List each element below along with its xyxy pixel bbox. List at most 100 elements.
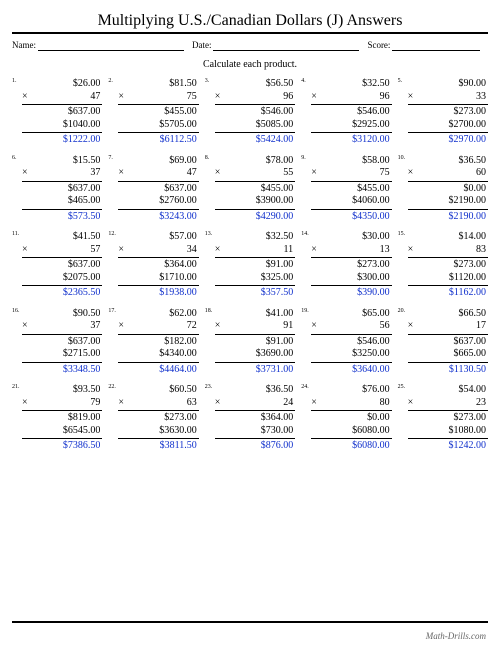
rule-line (215, 285, 295, 286)
problem-cell: 21.$93.5079$819.00$6545.00$7386.50 (12, 384, 102, 453)
multiplicand: $90.00 (408, 78, 488, 91)
problem-number: 23. (205, 384, 213, 390)
partial-1: $637.00 (408, 336, 488, 349)
multiplier: 96 (311, 91, 391, 104)
multiplier: 13 (311, 244, 391, 257)
multiplier: 11 (215, 244, 295, 257)
answer: $2970.00 (408, 134, 488, 147)
answer: $1162.00 (408, 287, 488, 300)
rule-line (22, 181, 102, 182)
multiplier: 60 (408, 167, 488, 180)
problem-number: 17. (108, 308, 116, 314)
answer: $1242.00 (408, 440, 488, 453)
multiplicand: $15.50 (22, 155, 102, 168)
problem-cell: 3.$56.5096$546.00$5085.00$5424.00 (205, 78, 295, 147)
rule-line (215, 209, 295, 210)
rule-line (311, 209, 391, 210)
rule-line (118, 257, 198, 258)
partial-1: $182.00 (118, 336, 198, 349)
problem-cell: 16.$90.5037$637.00$2715.00$3348.50 (12, 308, 102, 377)
answer: $3640.00 (311, 364, 391, 377)
rule-line (215, 362, 295, 363)
multiplicand: $54.00 (408, 384, 488, 397)
rule-line (215, 132, 295, 133)
rule-line (408, 334, 488, 335)
multiplicand: $56.50 (215, 78, 295, 91)
partial-1: $273.00 (311, 259, 391, 272)
answer: $3348.50 (22, 364, 102, 377)
multiplier: 47 (118, 167, 198, 180)
partial-2: $2190.00 (408, 195, 488, 208)
partial-1: $455.00 (311, 183, 391, 196)
rule-line (408, 362, 488, 363)
problem-number: 4. (301, 78, 306, 84)
problem-number: 10. (398, 155, 406, 161)
name-blank[interactable] (38, 40, 184, 51)
multiplicand: $32.50 (215, 231, 295, 244)
rule-line (22, 285, 102, 286)
rule-line (118, 104, 198, 105)
problem-cell: 9.$58.0075$455.00$4060.00$4350.00 (301, 155, 391, 224)
answer: $3120.00 (311, 134, 391, 147)
answer: $7386.50 (22, 440, 102, 453)
score-label: Score: (367, 40, 390, 51)
partial-1: $91.00 (215, 259, 295, 272)
multiplicand: $41.00 (215, 308, 295, 321)
problem-cell: 12.$57.0034$364.00$1710.00$1938.00 (108, 231, 198, 300)
partial-2: $5705.00 (118, 119, 198, 132)
partial-1: $273.00 (408, 106, 488, 119)
problem-number: 5. (398, 78, 403, 84)
answer: $4350.00 (311, 211, 391, 224)
answer: $1222.00 (22, 134, 102, 147)
multiplicand: $14.00 (408, 231, 488, 244)
multiplicand: $81.50 (118, 78, 198, 91)
answer: $6112.50 (118, 134, 198, 147)
answer: $876.00 (215, 440, 295, 453)
rule-line (311, 334, 391, 335)
partial-1: $819.00 (22, 412, 102, 425)
rule-line (215, 104, 295, 105)
problem-number: 18. (205, 308, 213, 314)
problem-number: 6. (12, 155, 17, 161)
partial-2: $5085.00 (215, 119, 295, 132)
multiplicand: $26.00 (22, 78, 102, 91)
date-blank[interactable] (213, 40, 359, 51)
multiplicand: $76.00 (311, 384, 391, 397)
partial-2: $300.00 (311, 272, 391, 285)
rule-line (311, 181, 391, 182)
multiplicand: $90.50 (22, 308, 102, 321)
problem-grid: 1.$26.0047$637.00$1040.00$1222.002.$81.5… (12, 78, 488, 453)
partial-2: $2700.00 (408, 119, 488, 132)
rule-line (215, 257, 295, 258)
partial-1: $0.00 (311, 412, 391, 425)
multiplicand: $60.50 (118, 384, 198, 397)
multiplier: 37 (22, 320, 102, 333)
problem-number: 12. (108, 231, 116, 237)
problem-number: 16. (12, 308, 20, 314)
problem-cell: 24.$76.0080$0.00$6080.00$6080.00 (301, 384, 391, 453)
partial-1: $546.00 (311, 336, 391, 349)
rule-line (215, 181, 295, 182)
top-rule (12, 32, 488, 34)
rule-line (311, 438, 391, 439)
partial-2: $2760.00 (118, 195, 198, 208)
answer: $6080.00 (311, 440, 391, 453)
problem-cell: 19.$65.0056$546.00$3250.00$3640.00 (301, 308, 391, 377)
rule-line (22, 334, 102, 335)
rule-line (408, 257, 488, 258)
multiplicand: $32.50 (311, 78, 391, 91)
score-blank[interactable] (392, 40, 480, 51)
partial-2: $3900.00 (215, 195, 295, 208)
rule-line (408, 438, 488, 439)
rule-line (118, 132, 198, 133)
rule-line (22, 257, 102, 258)
rule-line (118, 438, 198, 439)
answer: $4464.00 (118, 364, 198, 377)
problem-cell: 15.$14.0083$273.00$1120.00$1162.00 (398, 231, 488, 300)
partial-2: $3250.00 (311, 348, 391, 361)
problem-number: 22. (108, 384, 116, 390)
partial-1: $637.00 (22, 106, 102, 119)
rule-line (22, 438, 102, 439)
problem-number: 9. (301, 155, 306, 161)
problem-number: 21. (12, 384, 20, 390)
